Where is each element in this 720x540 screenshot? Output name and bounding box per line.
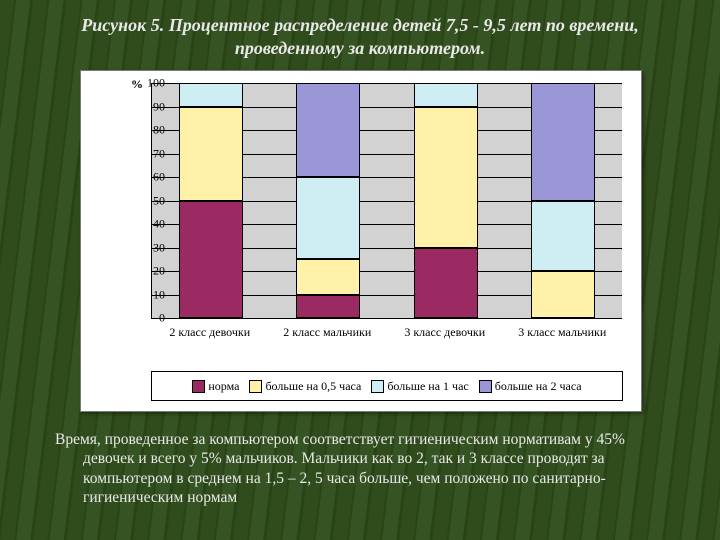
bar-segment — [296, 177, 360, 259]
legend-swatch — [479, 380, 492, 393]
y-tick-label: 80 — [135, 123, 165, 138]
slide-title: Рисунок 5. Процентное распределение дете… — [0, 14, 720, 61]
bar-segment — [179, 107, 243, 201]
y-tick-label: 70 — [135, 146, 165, 161]
x-tick-label: 2 класс мальчики — [272, 325, 382, 340]
body-text-content: Время, проведенное за компьютером соотве… — [55, 430, 680, 508]
legend-item: больше на 0,5 часа — [249, 379, 361, 394]
legend-item: больше на 2 часа — [479, 379, 582, 394]
x-tick-label: 3 класс девочки — [390, 325, 500, 340]
bar-group — [531, 83, 595, 318]
x-tick-label: 3 класс мальчики — [507, 325, 617, 340]
bar-segment — [414, 83, 478, 107]
y-tick-label: 30 — [135, 240, 165, 255]
bar-segment — [414, 248, 478, 319]
bar-segment — [531, 83, 595, 201]
plot-area — [151, 83, 622, 319]
bar-segment — [296, 259, 360, 294]
y-tick-label: 90 — [135, 99, 165, 114]
y-tick-label: 60 — [135, 170, 165, 185]
bar-segment — [179, 83, 243, 107]
bar-group — [296, 83, 360, 318]
bar-group — [179, 83, 243, 318]
bar-segment — [531, 271, 595, 318]
legend-swatch — [192, 380, 205, 393]
legend: норма больше на 0,5 часа больше на 1 час бо… — [151, 371, 623, 401]
y-tick-label: 100 — [135, 76, 165, 91]
legend-item: больше на 1 час — [371, 379, 468, 394]
bar-segment — [531, 201, 595, 272]
chart-container: % 0102030405060708090100 2 класс девочки… — [80, 70, 642, 412]
legend-swatch — [371, 380, 384, 393]
slide: Рисунок 5. Процентное распределение дете… — [0, 0, 720, 540]
y-tick-label: 50 — [135, 193, 165, 208]
bar-group — [414, 83, 478, 318]
bar-segment — [414, 107, 478, 248]
bar-segment — [296, 295, 360, 319]
legend-swatch — [249, 380, 262, 393]
legend-item: норма — [192, 379, 239, 394]
y-tick-label: 0 — [135, 311, 165, 326]
y-tick-label: 20 — [135, 264, 165, 279]
x-tick-label: 2 класс девочки — [155, 325, 265, 340]
y-tick-label: 10 — [135, 287, 165, 302]
bar-segment — [296, 83, 360, 177]
body-text: Время, проведенное за компьютером соотве… — [55, 430, 680, 508]
y-tick-label: 40 — [135, 217, 165, 232]
bar-segment — [179, 201, 243, 319]
